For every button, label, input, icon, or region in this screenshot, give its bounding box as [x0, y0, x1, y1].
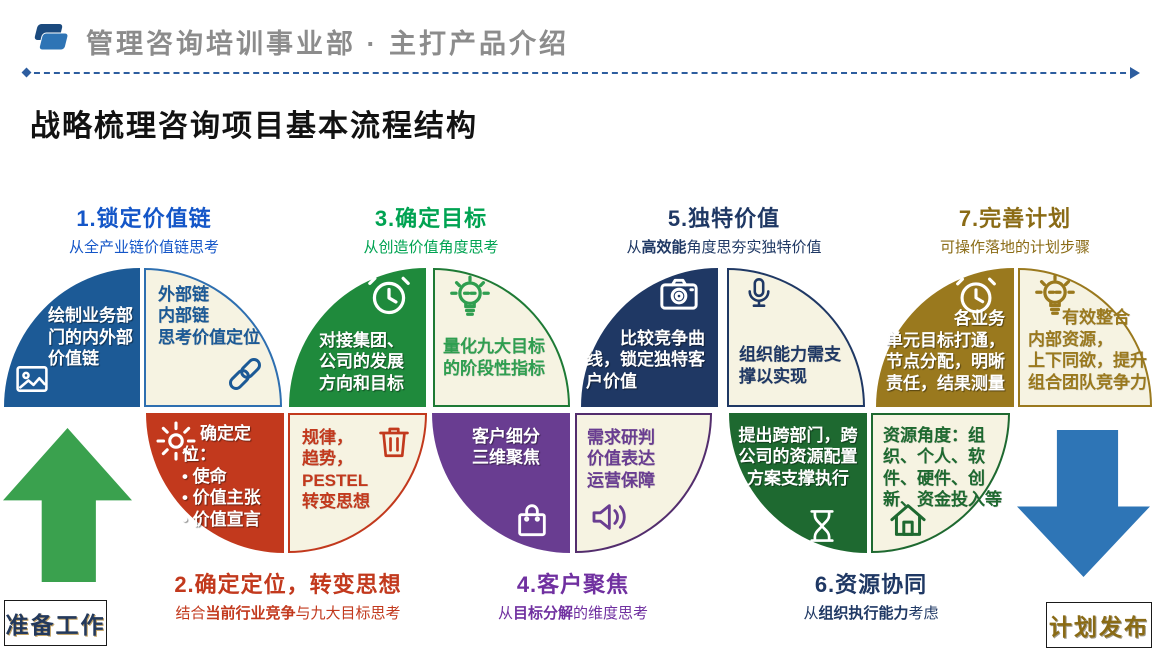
- step-7-filled-text: 各业务 单元目标打通， 节点分配，明晰 责任，结果测量: [886, 309, 1005, 393]
- step-5-filled-text: 比较竞争曲 线，锁定独特客 户价值: [586, 328, 705, 391]
- step-3-outline-quadrant: 量化九大目标 的阶段性指标: [433, 268, 570, 407]
- step-1-subtitle: 从全产业链价值链思考: [68, 239, 219, 256]
- step-6-header: 6.资源协同 从组织执行能力考虑: [730, 567, 1012, 623]
- step-1-outline-text: 外部链 内部链 思考价值定位: [158, 285, 260, 347]
- image-icon: [14, 361, 50, 397]
- step-2-outline-text: 规律， 趋势， PESTEL 转变思想: [302, 428, 370, 512]
- step-5-header: 5.独特价值 从高效能角度思夯实独特价值: [583, 201, 865, 257]
- step-7-title: 7.完善计划: [958, 206, 1072, 231]
- step-3-filled-quadrant: 对接集团、 公司的发展 方向和目标: [289, 268, 426, 407]
- step-7-subtitle: 可操作落地的计划步骤: [939, 239, 1090, 256]
- step-1-outline-quadrant: 外部链 内部链 思考价值定位: [144, 268, 282, 407]
- step-4-outline-text: 需求研判 价值表达 运营保障: [587, 428, 655, 490]
- step-3-header: 3.确定目标 从创造价值角度思考: [290, 201, 572, 257]
- step-1-header: 1.锁定价值链 从全产业链价值链思考: [3, 201, 285, 257]
- step-1-filled-text: 绘制业务部 门的内外部 价值链: [48, 306, 133, 369]
- step-3-outline-text: 量化九大目标 的阶段性指标: [443, 337, 545, 378]
- step-1-filled-quadrant: 绘制业务部 门的内外部 价值链: [4, 268, 140, 407]
- logo-icon: [34, 24, 69, 51]
- alarm-clock-icon: [366, 273, 412, 319]
- divider-diamond-icon: [21, 67, 32, 78]
- step-5-title: 5.独特价值: [667, 206, 781, 231]
- step-7-outline-quadrant: 有效整合 内部资源， 上下同欲，提升 组合团队竞争力: [1018, 268, 1152, 407]
- microphone-icon: [741, 276, 777, 312]
- home-icon: [887, 499, 929, 541]
- step-4-outline-quadrant: 需求研判 价值表达 运营保障: [575, 413, 712, 553]
- step-2-filled-quadrant: 确定定位： • 使命 • 价值主张 • 价值宣言: [146, 413, 284, 553]
- step-6-title: 6.资源协同: [814, 572, 928, 597]
- step-2-header: 2.确定定位，转变思想 结合当前行业竞争与九大目标思考: [147, 567, 429, 623]
- step-5-outline-quadrant: 组织能力需支 撑以实现: [727, 268, 865, 407]
- alarm-clock-icon: [954, 274, 998, 318]
- prepare-up-arrow: [3, 428, 132, 582]
- step-4-subtitle: 从目标分解的维度思考: [497, 605, 649, 622]
- speaker-icon: [589, 497, 629, 537]
- publish-down-arrow: [1017, 430, 1150, 577]
- lightbulb-icon: [447, 275, 493, 321]
- prepare-label: 准备工作: [4, 600, 107, 646]
- link-icon: [224, 353, 266, 395]
- step-3-filled-text: 对接集团、 公司的发展 方向和目标: [319, 330, 404, 393]
- gear-icon: [154, 419, 198, 463]
- slide-title: 战略梳理咨询项目基本流程结构: [30, 110, 478, 143]
- step-6-filled-text: 提出跨部门，跨 公司的资源配置 方案支撑执行: [738, 426, 858, 488]
- step-5-subtitle: 从高效能角度思夯实独特价值: [626, 239, 822, 256]
- step-4-header: 4.客户聚焦 从目标分解的维度思考: [432, 567, 714, 623]
- publish-label: 计划发布: [1046, 602, 1152, 648]
- step-2-outline-quadrant: 规律， 趋势， PESTEL 转变思想: [288, 413, 427, 553]
- lightbulb-icon: [1032, 274, 1078, 320]
- camera-icon: [658, 274, 700, 316]
- step-1-title: 1.锁定价值链: [76, 206, 212, 231]
- step-6-subtitle: 从组织执行能力考虑: [803, 605, 939, 622]
- step-7-header: 7.完善计划 可操作落地的计划步骤: [874, 201, 1154, 257]
- step-4-title: 4.客户聚焦: [516, 572, 630, 597]
- step-5-outline-text: 组织能力需支 撑以实现: [739, 345, 841, 386]
- step-7-filled-quadrant: 各业务 单元目标打通， 节点分配，明晰 责任，结果测量: [876, 268, 1014, 407]
- divider-arrow-icon: [1130, 67, 1140, 79]
- step-2-filled-text: 确定定位： • 使命 • 价值主张 • 价值宣言: [182, 424, 261, 529]
- step-7-outline-text: 有效整合 内部资源， 上下同欲，提升 组合团队竞争力: [1028, 308, 1147, 392]
- step-4-filled-quadrant: 客户细分 三维聚焦: [432, 413, 570, 553]
- step-6-outline-quadrant: 资源角度：组 织、个人、软 件、硬件、创 新、资金投入等: [871, 413, 1010, 553]
- shopping-bag-icon: [512, 501, 552, 541]
- step-6-filled-quadrant: 提出跨部门，跨 公司的资源配置 方案支撑执行: [729, 413, 867, 553]
- trash-icon: [375, 423, 413, 461]
- step-6-outline-text: 资源角度：组 织、个人、软 件、硬件、创 新、资金投入等: [883, 426, 1002, 510]
- step-3-title: 3.确定目标: [374, 206, 488, 231]
- step-5-filled-quadrant: 比较竞争曲 线，锁定独特客 户价值: [581, 268, 718, 407]
- brand-title: 管理咨询培训事业部 · 主打产品介绍: [86, 29, 569, 59]
- step-2-subtitle: 结合当前行业竞争与九大目标思考: [175, 605, 401, 622]
- step-3-subtitle: 从创造价值角度思考: [363, 239, 499, 256]
- step-4-filled-text: 客户细分 三维聚焦: [472, 427, 540, 468]
- hourglass-icon: [803, 507, 841, 545]
- step-2-title: 2.确定定位，转变思想: [174, 572, 402, 597]
- header-divider: [21, 67, 1140, 79]
